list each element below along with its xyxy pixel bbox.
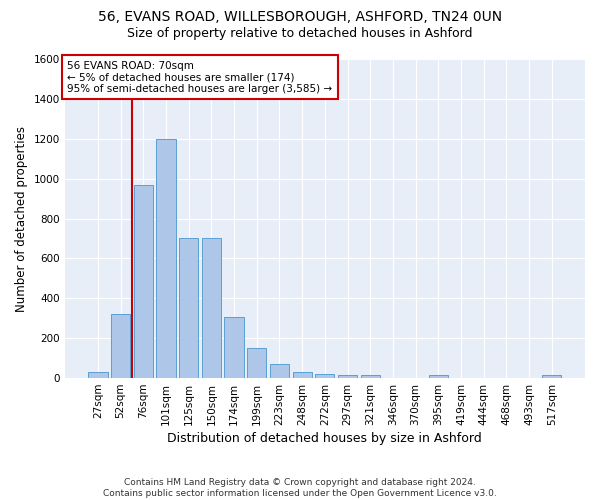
Text: 56, EVANS ROAD, WILLESBOROUGH, ASHFORD, TN24 0UN: 56, EVANS ROAD, WILLESBOROUGH, ASHFORD, … xyxy=(98,10,502,24)
Y-axis label: Number of detached properties: Number of detached properties xyxy=(15,126,28,312)
Bar xyxy=(293,372,312,378)
Bar xyxy=(315,374,334,378)
Text: Size of property relative to detached houses in Ashford: Size of property relative to detached ho… xyxy=(127,28,473,40)
Bar xyxy=(270,364,289,378)
Bar xyxy=(179,238,199,378)
Bar xyxy=(428,375,448,378)
Text: 56 EVANS ROAD: 70sqm
← 5% of detached houses are smaller (174)
95% of semi-detac: 56 EVANS ROAD: 70sqm ← 5% of detached ho… xyxy=(67,60,332,94)
Bar xyxy=(134,184,153,378)
Bar xyxy=(224,317,244,378)
Bar xyxy=(202,238,221,378)
Bar xyxy=(247,348,266,378)
Bar xyxy=(338,375,357,378)
Bar xyxy=(157,139,176,378)
Bar xyxy=(361,375,380,378)
Bar xyxy=(88,372,107,378)
X-axis label: Distribution of detached houses by size in Ashford: Distribution of detached houses by size … xyxy=(167,432,482,445)
Bar xyxy=(542,375,562,378)
Bar xyxy=(111,314,130,378)
Text: Contains HM Land Registry data © Crown copyright and database right 2024.
Contai: Contains HM Land Registry data © Crown c… xyxy=(103,478,497,498)
